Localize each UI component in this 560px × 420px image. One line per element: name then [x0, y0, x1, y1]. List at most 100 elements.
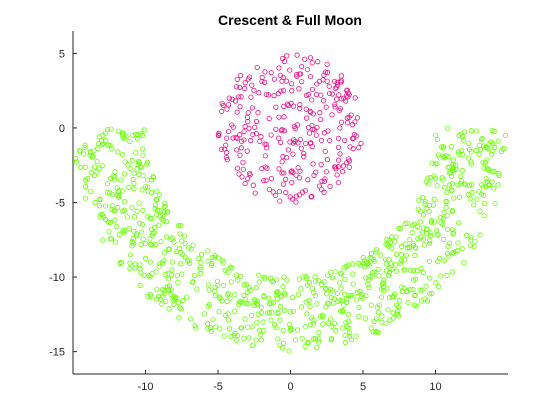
full-moon-point [293, 172, 299, 178]
crescent-point [157, 297, 163, 303]
crescent-point [120, 152, 126, 158]
crescent-point [121, 135, 128, 142]
full-moon-point [344, 120, 351, 126]
full-moon-point [250, 131, 256, 138]
crescent-point [163, 234, 170, 240]
chart-title: Crescent & Full Moon [218, 12, 362, 28]
crescent-point [424, 226, 430, 232]
crescent-point [449, 181, 455, 187]
crescent-point [88, 170, 94, 176]
full-moon-point [241, 137, 247, 143]
crescent-point [429, 290, 435, 296]
crescent-point [131, 228, 137, 234]
crescent-point [178, 261, 184, 267]
crescent-point [119, 132, 125, 138]
crescent-point [147, 274, 153, 280]
crescent-point [82, 142, 88, 148]
crescent-point [459, 167, 466, 174]
full-moon-point [332, 85, 338, 91]
crescent-point [237, 273, 244, 279]
crescent-point [438, 220, 444, 226]
full-moon-point [338, 77, 344, 83]
crescent-point [169, 272, 175, 278]
crescent-point [365, 281, 371, 288]
crescent-point [321, 279, 327, 285]
crescent-point [344, 299, 350, 305]
crescent-point [390, 315, 397, 321]
full-moon-point [327, 183, 333, 190]
full-moon-point [309, 60, 315, 66]
crescent-point [350, 271, 356, 277]
crescent-point [422, 199, 428, 205]
full-moon-point [259, 74, 265, 81]
crescent-point [147, 236, 153, 242]
crescent-point [161, 290, 167, 297]
crescent-point [316, 278, 322, 284]
x-tick-label: 10 [429, 381, 441, 393]
crescent-point [206, 287, 212, 293]
full-moon-point [280, 87, 287, 94]
crescent-point [206, 301, 213, 308]
full-moon-point [218, 146, 224, 152]
full-moon-point [333, 84, 340, 90]
crescent-point [256, 272, 262, 278]
crescent-point [232, 308, 238, 314]
crescent-point [432, 161, 438, 167]
crescent-point [342, 276, 348, 283]
full-moon-point [255, 110, 261, 116]
crescent-point [451, 195, 457, 201]
y-tick-label: 5 [59, 48, 65, 60]
crescent-point [381, 280, 387, 286]
crescent-point [482, 160, 489, 166]
crescent-point [427, 291, 433, 297]
crescent-point [228, 279, 234, 285]
crescent-point [311, 336, 317, 342]
full-moon-point [297, 105, 303, 111]
full-moon-point [285, 147, 291, 153]
crescent-point [227, 264, 234, 270]
full-moon-point [252, 190, 258, 196]
crescent-point [450, 161, 456, 167]
crescent-point [144, 159, 151, 165]
crescent-point [135, 162, 141, 168]
crescent-point [171, 239, 177, 245]
full-moon-point [307, 74, 314, 80]
full-moon-point [234, 165, 241, 171]
crescent-point [267, 275, 274, 281]
crescent-point [441, 209, 447, 216]
crescent-point [289, 326, 295, 333]
crescent-point [104, 180, 111, 187]
crescent-point [492, 200, 498, 206]
crescent-point [477, 232, 483, 238]
crescent-point [235, 277, 241, 283]
crescent-point [436, 284, 442, 290]
crescent-point [298, 286, 304, 292]
crescent-point [156, 207, 162, 214]
full-moon-point [311, 172, 317, 179]
crescent-point [231, 332, 237, 339]
full-moon-point [229, 96, 235, 102]
full-moon-point [290, 140, 296, 146]
full-moon-point [220, 102, 226, 109]
crescent-point [81, 151, 87, 157]
crescent-point [468, 128, 474, 134]
crescent-point [162, 271, 168, 278]
crescent-point [188, 246, 194, 252]
full-moon-point [239, 174, 245, 180]
crescent-point [154, 286, 160, 293]
crescent-point [415, 236, 421, 242]
full-moon-point [278, 127, 284, 134]
full-moon-point [321, 130, 328, 136]
full-moon-point [346, 91, 352, 97]
crescent-point [160, 293, 166, 299]
full-moon-point [233, 134, 239, 140]
full-moon-point [294, 122, 301, 128]
crescent-point [438, 214, 444, 221]
crescent-point [120, 208, 126, 214]
crescent-point [324, 300, 331, 306]
full-moon-point [275, 91, 281, 97]
crescent-point [495, 138, 501, 144]
crescent-point [129, 239, 135, 245]
crescent-point [175, 299, 181, 306]
crescent-point [212, 324, 219, 330]
